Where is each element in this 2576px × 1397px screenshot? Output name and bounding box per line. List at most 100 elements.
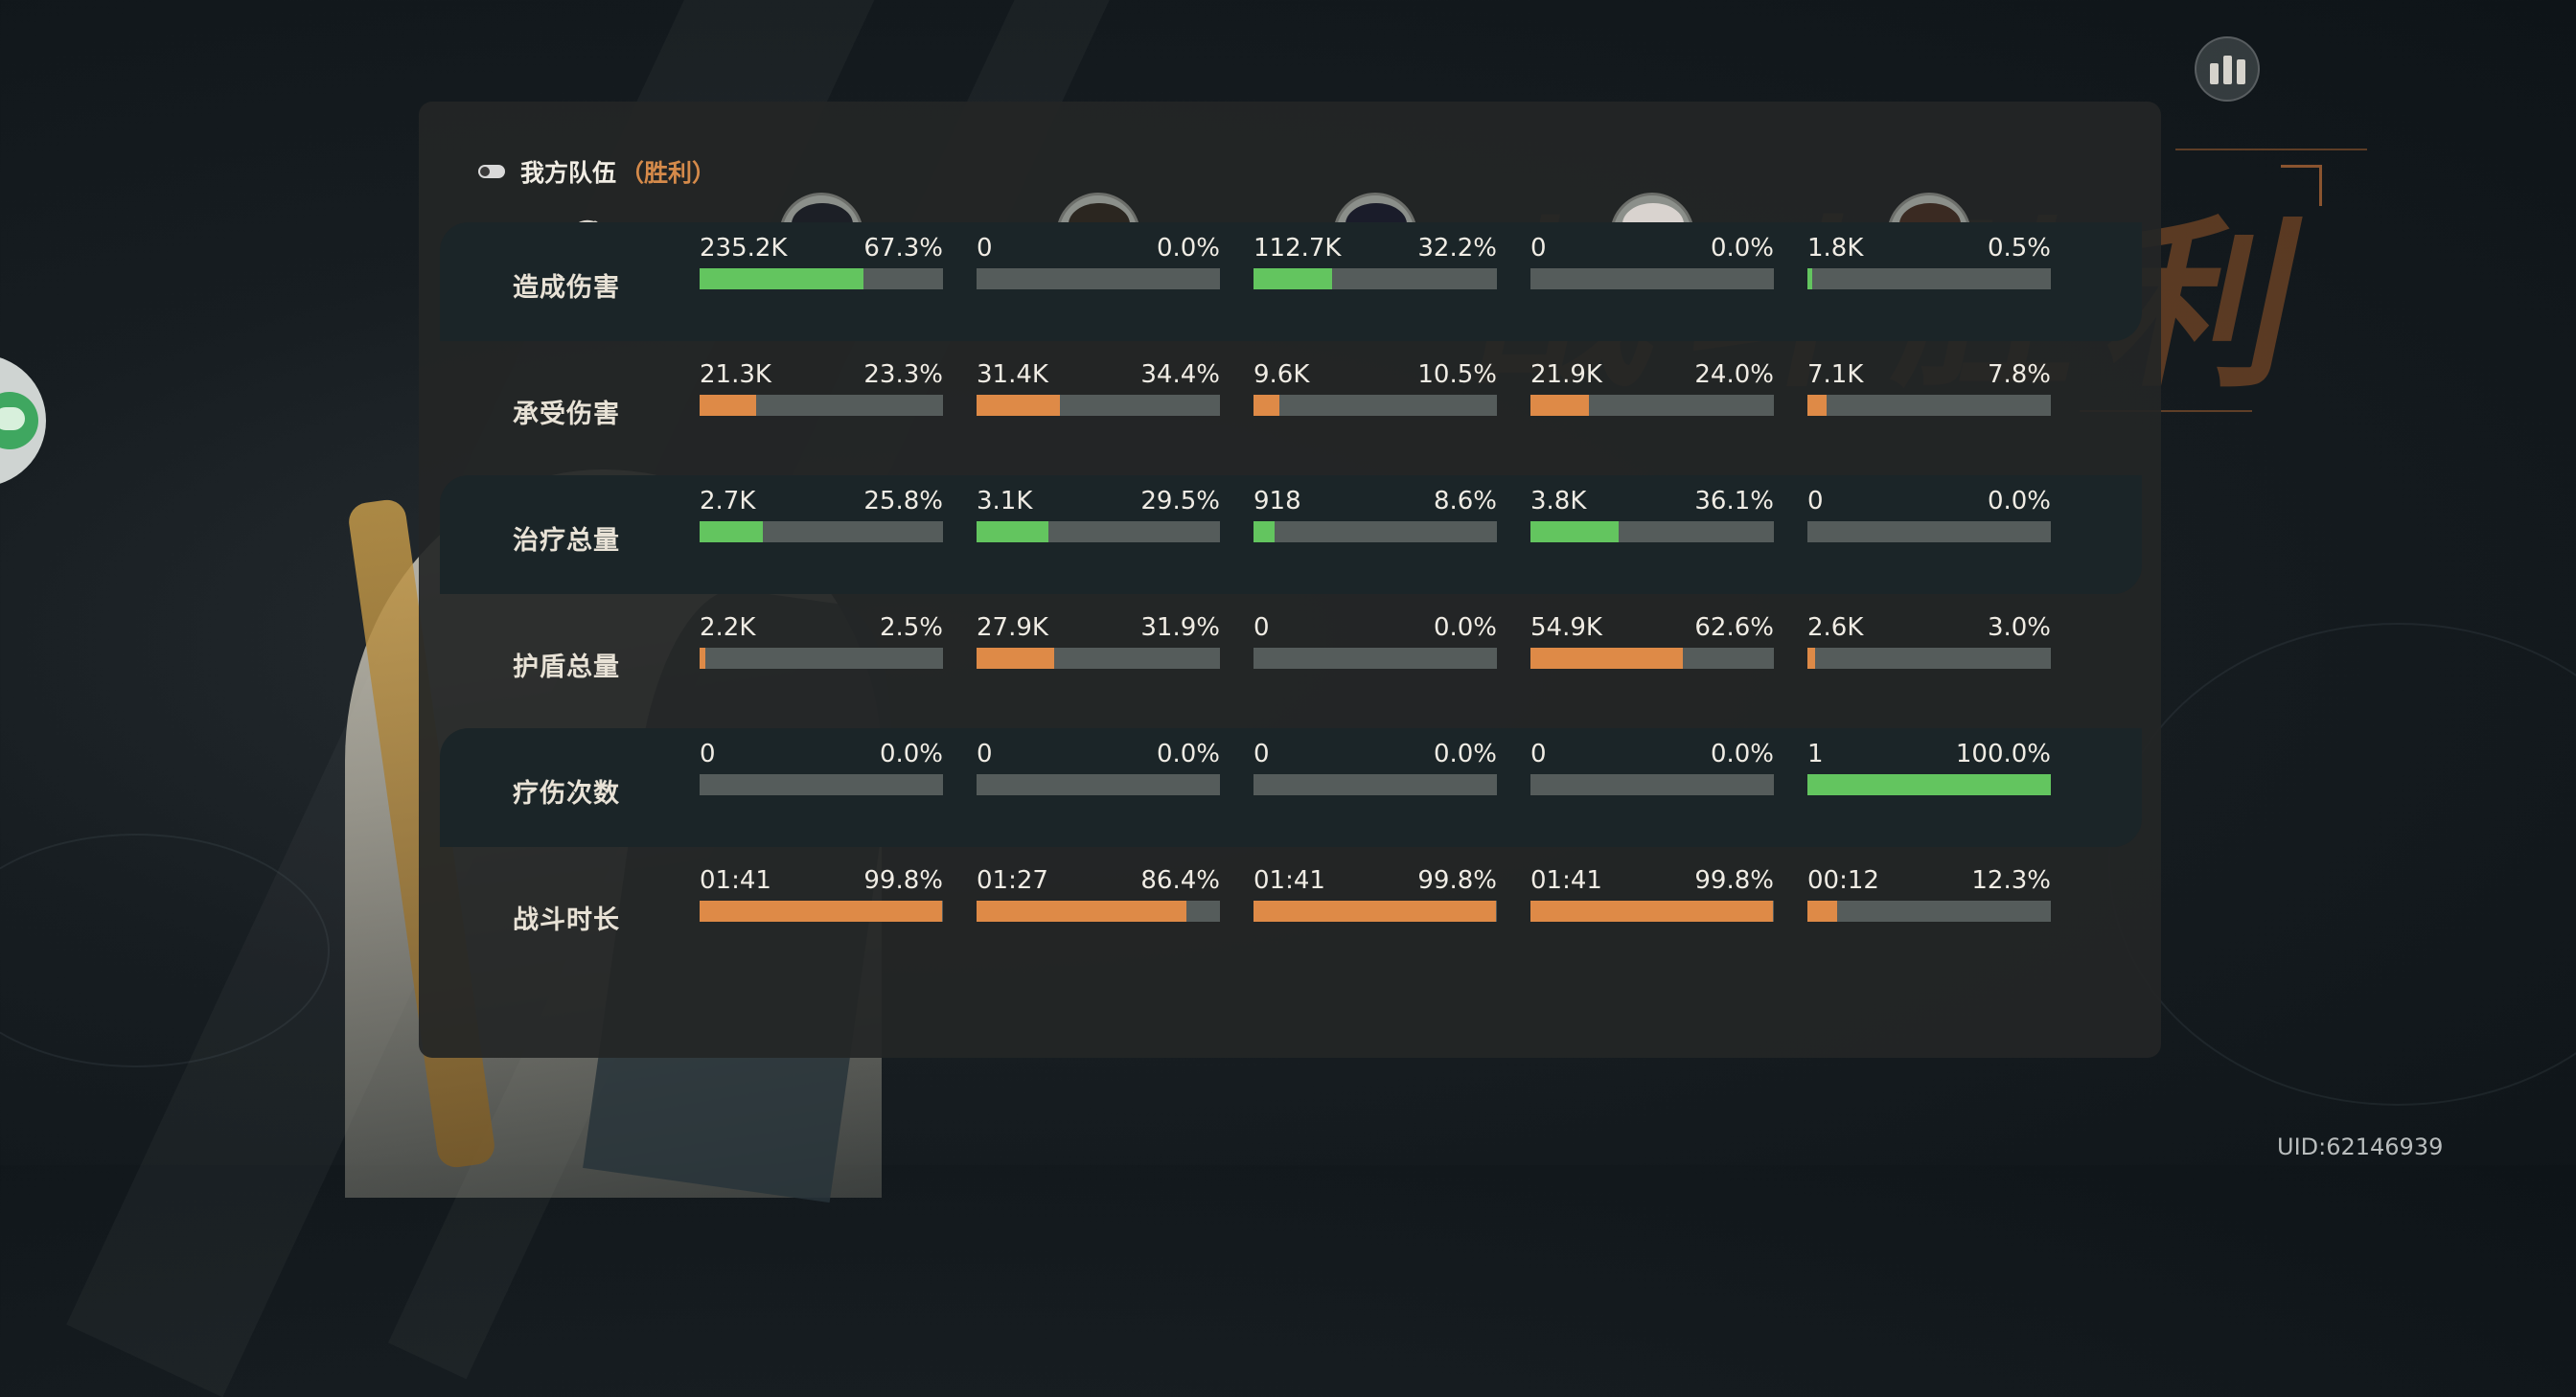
stat-bar	[977, 901, 1220, 922]
stat-bar	[977, 774, 1220, 795]
stat-cell: 0 0.0%	[1530, 234, 1774, 289]
stat-percent: 0.0%	[1433, 613, 1497, 642]
stat-row: 护盾总量 2.2K 2.5% 27.9K 31.9% 0 0.0% 54.9K 62.6% 2.6…	[440, 602, 2142, 721]
stat-bar	[700, 901, 943, 922]
stat-bar-fill	[700, 901, 943, 922]
stat-cell: 1 100.0%	[1807, 740, 2051, 795]
stat-value: 0	[700, 740, 716, 768]
stat-percent: 62.6%	[1694, 613, 1774, 642]
stat-value: 2.6K	[1807, 613, 1864, 642]
stat-value: 3.8K	[1530, 487, 1587, 515]
stat-value: 0	[977, 740, 993, 768]
team-toggle-icon[interactable]	[478, 165, 505, 178]
stat-bar	[1530, 901, 1774, 922]
stat-values: 31.4K 34.4%	[977, 360, 1220, 389]
stat-bar-fill	[1530, 521, 1619, 542]
stat-cell: 01:41 99.8%	[700, 866, 943, 922]
stat-value: 235.2K	[700, 234, 788, 263]
stat-value: 01:27	[977, 866, 1048, 895]
stat-percent: 36.1%	[1694, 487, 1774, 515]
stat-value: 112.7K	[1254, 234, 1342, 263]
background-ring	[2108, 623, 2576, 1106]
stat-row: 疗伤次数 0 0.0% 0 0.0% 0 0.0% 0 0.0% 1 100.0%	[440, 728, 2142, 847]
stat-percent: 24.0%	[1694, 360, 1774, 389]
stat-cell: 918 8.6%	[1254, 487, 1497, 542]
stat-cell: 0 0.0%	[1254, 613, 1497, 669]
stat-values: 3.8K 36.1%	[1530, 487, 1774, 515]
stat-bar-fill	[1530, 395, 1589, 416]
stat-values: 01:27 86.4%	[977, 866, 1220, 895]
stat-values: 21.3K 23.3%	[700, 360, 943, 389]
stat-bar	[1807, 521, 2051, 542]
stat-bar-fill	[700, 521, 763, 542]
stat-value: 00:12	[1807, 866, 1879, 895]
stat-bar	[1254, 648, 1497, 669]
stat-value: 27.9K	[977, 613, 1048, 642]
stat-bar	[1254, 268, 1497, 289]
stat-cell: 54.9K 62.6%	[1530, 613, 1774, 669]
stat-cell: 0 0.0%	[1254, 740, 1497, 795]
stat-percent: 0.0%	[879, 740, 943, 768]
stats-button[interactable]	[2195, 36, 2260, 102]
stat-cell: 21.9K 24.0%	[1530, 360, 1774, 416]
stat-label: 疗伤次数	[513, 779, 620, 809]
stat-values: 0 0.0%	[1807, 487, 2051, 515]
stat-cell: 2.6K 3.0%	[1807, 613, 2051, 669]
stat-bar-fill	[700, 648, 706, 669]
stat-cell: 0 0.0%	[700, 740, 943, 795]
stat-values: 1.8K 0.5%	[1807, 234, 2051, 263]
stat-percent: 86.4%	[1140, 866, 1220, 895]
stat-cell: 00:12 12.3%	[1807, 866, 2051, 922]
stat-value: 54.9K	[1530, 613, 1602, 642]
stat-percent: 67.3%	[863, 234, 943, 263]
stat-bar-fill	[1807, 268, 1813, 289]
stat-bar	[1807, 901, 2051, 922]
stat-percent: 0.0%	[1156, 234, 1220, 263]
stat-bar-fill	[977, 648, 1055, 669]
stat-values: 01:41 99.8%	[1530, 866, 1774, 895]
stat-value: 21.9K	[1530, 360, 1602, 389]
stat-label: 承受伤害	[513, 400, 620, 429]
stat-bar-fill	[700, 395, 757, 416]
stat-percent: 0.0%	[1987, 487, 2051, 515]
stat-values: 54.9K 62.6%	[1530, 613, 1774, 642]
player-uid: UID:62146939	[2277, 1134, 2444, 1160]
stat-cell: 0 0.0%	[1807, 487, 2051, 542]
stat-value: 1.8K	[1807, 234, 1864, 263]
stat-cell: 01:41 99.8%	[1530, 866, 1774, 922]
stat-cell: 0 0.0%	[977, 234, 1220, 289]
stat-bar-fill	[1254, 395, 1279, 416]
stat-bar-fill	[1254, 901, 1497, 922]
stat-bar	[700, 268, 943, 289]
stat-value: 0	[1254, 613, 1270, 642]
stat-values: 21.9K 24.0%	[1530, 360, 1774, 389]
stat-values: 235.2K 67.3%	[700, 234, 943, 263]
stat-values: 01:41 99.8%	[700, 866, 943, 895]
stat-bar-fill	[1530, 901, 1774, 922]
stat-values: 3.1K 29.5%	[977, 487, 1220, 515]
stat-bar	[977, 521, 1220, 542]
bar-chart-icon	[2222, 56, 2232, 84]
stat-values: 2.6K 3.0%	[1807, 613, 2051, 642]
bar-chart-icon	[2236, 59, 2245, 84]
stat-percent: 8.6%	[1433, 487, 1497, 515]
stat-value: 21.3K	[700, 360, 771, 389]
stat-value: 1	[1807, 740, 1824, 768]
chat-side-button[interactable]	[0, 355, 46, 487]
stat-value: 2.2K	[700, 613, 756, 642]
stat-bar	[1254, 521, 1497, 542]
stat-values: 0 0.0%	[1254, 613, 1497, 642]
stat-values: 112.7K 32.2%	[1254, 234, 1497, 263]
decor-corner	[2281, 165, 2322, 206]
decor-line	[2080, 410, 2252, 412]
stat-cell: 9.6K 10.5%	[1254, 360, 1497, 416]
stat-percent: 0.0%	[1710, 740, 1774, 768]
stat-value: 3.1K	[977, 487, 1033, 515]
stat-values: 7.1K 7.8%	[1807, 360, 2051, 389]
stat-percent: 0.5%	[1987, 234, 2051, 263]
stat-values: 01:41 99.8%	[1254, 866, 1497, 895]
stat-bar	[1807, 395, 2051, 416]
stat-value: 7.1K	[1807, 360, 1864, 389]
stat-cell: 0 0.0%	[977, 740, 1220, 795]
stat-values: 0 0.0%	[977, 234, 1220, 263]
